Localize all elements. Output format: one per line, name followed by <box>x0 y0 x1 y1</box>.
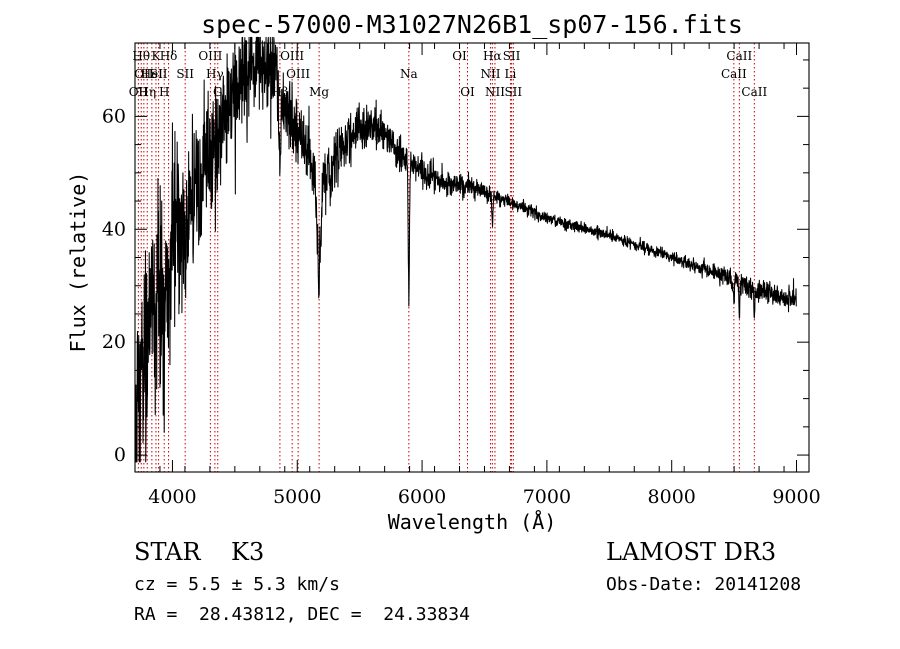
x-tick-label: 5000 <box>273 486 321 508</box>
emission-line-label: HeI <box>141 67 164 81</box>
emission-line-label: NII <box>485 85 505 99</box>
x-axis-label: Wavelength (Å) <box>388 510 557 534</box>
emission-line-label: OII <box>134 67 154 81</box>
emission-line-label: SII <box>504 85 522 99</box>
y-tick-label: 20 <box>102 331 126 353</box>
emission-line-label: OIII <box>198 49 222 63</box>
x-tick-label: 4000 <box>148 486 196 508</box>
axes: 4000 5000 6000 7000 8000 9000 0 20 40 60 <box>102 43 821 508</box>
emission-line-label: K <box>151 49 161 63</box>
x-tick-label: 8000 <box>648 486 696 508</box>
emission-line-label: Hη <box>138 85 156 99</box>
y-tick-label: 0 <box>114 444 126 466</box>
emission-line-label: Mg <box>309 85 329 99</box>
emission-line-label: H <box>159 85 169 99</box>
observation-date: Obs-Date: 20141208 <box>606 574 801 595</box>
emission-line-label: OII <box>129 85 149 99</box>
emission-line-label: SII <box>503 49 521 63</box>
object-class: STAR K3 <box>134 538 264 566</box>
emission-line-label: Li <box>505 67 517 81</box>
emission-line-label: CaII <box>726 49 752 63</box>
x-tick-label: 6000 <box>398 486 446 508</box>
emission-line-label: CaII <box>721 67 747 81</box>
survey-name: LAMOST DR3 <box>606 538 776 566</box>
emission-line-label: NII <box>480 67 500 81</box>
emission-line-label: OIII <box>286 67 310 81</box>
y-tick-label: 60 <box>102 105 126 127</box>
coordinates: RA = 28.43812, DEC = 24.33834 <box>134 604 470 625</box>
emission-line-label: OI <box>452 49 467 63</box>
emission-line-label: SII <box>176 67 194 81</box>
x-tick-label: 9000 <box>772 486 820 508</box>
redshift-value: cz = 5.5 ± 5.3 km/s <box>134 574 340 595</box>
emission-line-label: SII <box>150 67 168 81</box>
emission-line-label: Na <box>400 67 418 81</box>
emission-line-label: OIII <box>280 49 304 63</box>
chart-title: spec-57000-M31027N26B1_sp07-156.fits <box>201 10 743 39</box>
spectrum-line <box>134 36 797 463</box>
emission-line-label: Hδ <box>160 49 178 63</box>
x-tick-label: 7000 <box>523 486 571 508</box>
emission-line-label: OI <box>460 85 475 99</box>
emission-line-label: Hγ <box>206 67 224 81</box>
y-axis-label: Flux (relative) <box>66 172 90 353</box>
emission-line-label: Hα <box>483 49 502 63</box>
y-tick-label: 40 <box>102 218 126 240</box>
emission-line-label: CaII <box>741 85 767 99</box>
emission-line-label: G <box>213 85 223 99</box>
